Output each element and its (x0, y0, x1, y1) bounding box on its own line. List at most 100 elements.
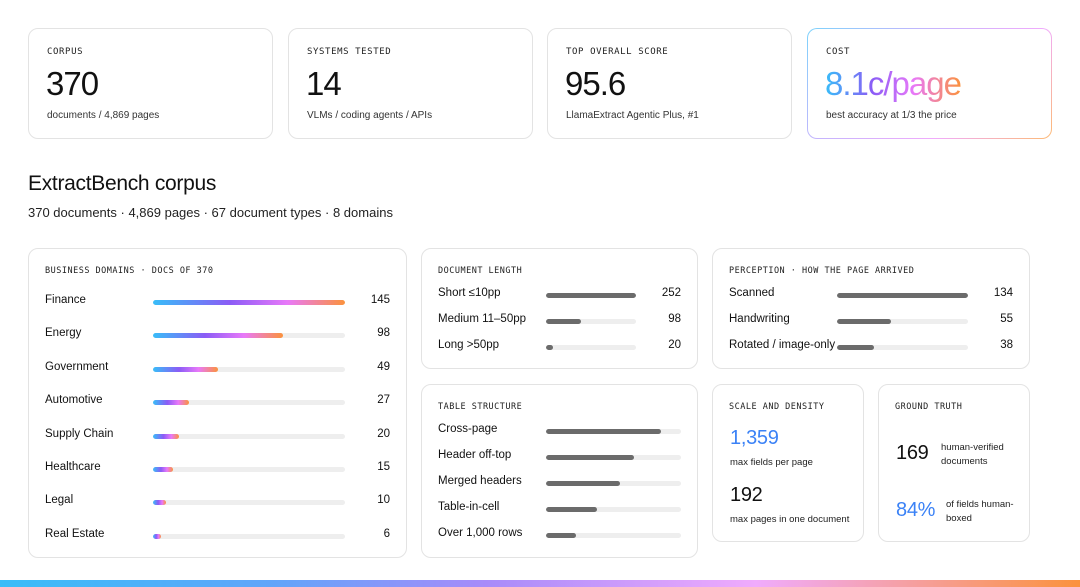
bar-value: 38 (1000, 339, 1013, 351)
bar-value: 252 (661, 287, 681, 299)
max-fields-value: 1,359 (730, 427, 779, 449)
bar-row: Healthcare 15 (29, 461, 406, 477)
bar-fill (546, 455, 634, 460)
bar-value: 10 (377, 494, 390, 507)
bar-fill (546, 345, 554, 350)
bar-fill (153, 533, 161, 539)
bar-fill (837, 345, 875, 350)
bar-value: 145 (370, 294, 390, 306)
bar-track (153, 500, 345, 506)
bar-label: Finance (45, 294, 86, 306)
bar-row: Automotive 27 (29, 394, 406, 410)
bar-row: Energy 98 (29, 327, 406, 343)
bar-label: Government (45, 360, 109, 373)
bar-row: Rotated / image-only 38 (713, 339, 1029, 355)
bar-value: 15 (377, 461, 390, 473)
verified-docs-value: 169 (896, 442, 929, 464)
bar-row: Real Estate 6 (29, 528, 406, 544)
ground-truth-panel: GROUND TRUTH 169 human-verified document… (878, 384, 1030, 542)
bar-label: Cross-page (438, 423, 498, 435)
bottom-gradient-bar (0, 580, 1080, 587)
stat-card-cost: COST 8.1c/page best accuracy at 1/3 the … (807, 28, 1052, 139)
bar-value: 49 (377, 360, 390, 373)
stat-card-top-score: TOP OVERALL SCORE 95.6 LlamaExtract Agen… (547, 28, 792, 139)
bar-label: Medium 11–50pp (438, 313, 527, 325)
bar-label: Table-in-cell (438, 501, 500, 513)
bar-track (546, 429, 681, 434)
stat-card-corpus: CORPUS 370 documents / 4,869 pages (28, 28, 273, 139)
bar-row: Merged headers (422, 475, 697, 491)
section-subtitle: 370 documents · 4,869 pages · 67 documen… (28, 205, 393, 220)
bar-track (153, 300, 345, 305)
stat-value: 370 (46, 65, 99, 102)
business-domains-panel: BUSINESS DOMAINS · DOCS OF 370 Finance 14… (28, 248, 407, 558)
bar-fill (153, 467, 173, 472)
bar-label: Real Estate (45, 527, 105, 540)
stat-value: 14 (306, 65, 342, 102)
bar-track (837, 319, 968, 324)
bar-fill (837, 319, 891, 324)
bar-fill (837, 293, 968, 298)
bar-row: Over 1,000 rows (422, 527, 697, 543)
table-structure-panel: TABLE STRUCTURE Cross-page Header off-top… (421, 384, 698, 558)
bar-label: Automotive (45, 394, 103, 407)
bar-fill (153, 500, 167, 506)
bar-label: Supply Chain (45, 427, 114, 440)
bar-fill (153, 333, 283, 339)
bar-fill (153, 400, 189, 406)
bar-value: 98 (377, 327, 390, 340)
bar-row: Short ≤10pp 252 (422, 287, 697, 303)
bar-row: Government 49 (29, 361, 406, 377)
bar-track (546, 293, 636, 298)
max-pages-value: 192 (730, 484, 763, 506)
bar-fill (546, 533, 576, 538)
stat-kicker: COST (826, 47, 851, 57)
bar-value: 27 (377, 394, 390, 407)
section-title: ExtractBench corpus (28, 172, 217, 195)
bar-label: Merged headers (438, 475, 522, 487)
bar-label: Long >50pp (438, 339, 500, 351)
bar-track (153, 333, 345, 339)
bar-fill (546, 507, 598, 512)
bar-track (153, 433, 345, 439)
panel-title: TABLE STRUCTURE (438, 402, 523, 412)
boxed-fields-value: 84% (896, 499, 936, 521)
bar-track (546, 481, 681, 486)
bar-value: 55 (1000, 313, 1013, 325)
stat-sub: best accuracy at 1/3 the price (826, 110, 957, 121)
bar-label: Handwriting (729, 313, 790, 325)
bar-track (546, 319, 636, 324)
bar-value: 98 (668, 313, 681, 325)
stat-sub: LlamaExtract Agentic Plus, #1 (566, 110, 699, 121)
verified-docs-label-2: documents (941, 456, 988, 467)
bar-label: Healthcare (45, 461, 101, 473)
bar-value: 6 (383, 527, 390, 540)
bar-label: Short ≤10pp (438, 287, 501, 299)
bar-row: Medium 11–50pp 98 (422, 313, 697, 329)
bar-label: Over 1,000 rows (438, 527, 523, 539)
bar-track (153, 400, 345, 406)
stat-kicker: TOP OVERALL SCORE (566, 47, 669, 57)
bar-track (546, 455, 681, 460)
bar-track (153, 467, 345, 472)
bar-row: Header off-top (422, 449, 697, 465)
perception-panel: PERCEPTION · HOW THE PAGE ARRIVED Scanne… (712, 248, 1030, 369)
bar-track (837, 345, 968, 350)
bar-track (153, 366, 345, 372)
stat-sub: VLMs / coding agents / APIs (307, 110, 433, 121)
stat-value: 95.6 (565, 65, 626, 102)
bar-label: Rotated / image-only (729, 339, 836, 351)
bar-row: Scanned 134 (713, 287, 1029, 303)
max-pages-label: max pages in one document (730, 514, 850, 525)
bar-track (546, 533, 681, 538)
bar-row: Long >50pp 20 (422, 339, 697, 355)
bar-fill (546, 481, 621, 486)
bar-track (837, 293, 968, 298)
bar-track (546, 507, 681, 512)
panel-title: GROUND TRUTH (895, 402, 963, 412)
bar-fill (153, 433, 180, 439)
bar-value: 134 (993, 287, 1013, 299)
bar-row: Handwriting 55 (713, 313, 1029, 329)
bar-label: Energy (45, 327, 82, 340)
bar-value: 20 (668, 339, 681, 351)
